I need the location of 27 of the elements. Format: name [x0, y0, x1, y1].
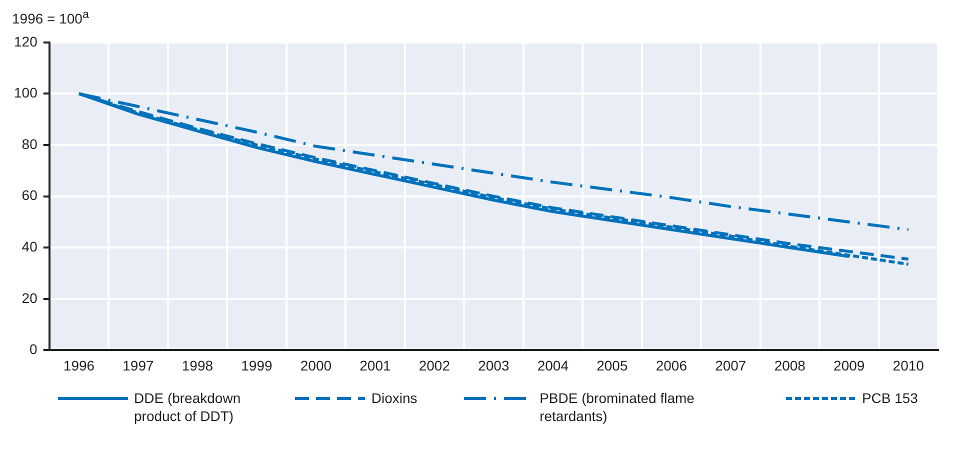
y-tick-label: 80: [22, 136, 38, 152]
x-tick-label: 2002: [418, 357, 450, 374]
y-tick-label: 100: [14, 84, 38, 101]
x-tick-label: 2007: [715, 357, 746, 374]
x-tick-label: 2010: [892, 357, 924, 374]
y-tick-label: 0: [30, 341, 38, 358]
y-tick-label: 20: [22, 290, 38, 306]
legend-label: PBDE (brominated flame retardants): [540, 389, 696, 425]
x-tick-label: 2000: [300, 357, 332, 374]
y-tick-label: 60: [22, 187, 38, 204]
y-tick-label: 120: [14, 33, 38, 50]
x-tick-label: 2001: [360, 357, 391, 374]
x-tick-label: 2004: [537, 357, 569, 374]
x-tick-label: 1997: [122, 357, 154, 374]
x-tick-label: 2006: [656, 357, 688, 374]
x-tick-label: 2008: [774, 357, 806, 374]
legend-label: PCB 153: [862, 389, 918, 407]
x-tick-label: 2003: [478, 357, 510, 374]
x-tick-label: 2009: [834, 357, 865, 374]
x-tick-label: 1998: [182, 357, 214, 374]
y-axis-title: 1996 = 100$^{a}$: [11, 8, 90, 28]
legend-label: Dioxins: [371, 389, 418, 407]
x-tick-label: 2005: [596, 357, 628, 374]
y-tick-label: 40: [22, 238, 38, 254]
x-tick-label: 1996: [63, 357, 95, 374]
x-tick-label: 1999: [241, 357, 272, 374]
legend-label: DDE (breakdown product of DDT): [134, 389, 242, 425]
